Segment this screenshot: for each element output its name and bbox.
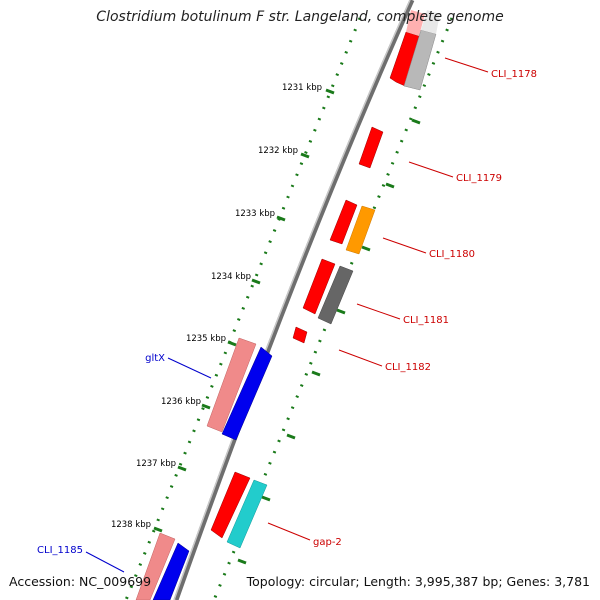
leader-CLI_1178 — [444, 57, 489, 73]
major-tick — [251, 278, 261, 285]
gene-label-gap-2[interactable]: gap-2 — [313, 537, 342, 548]
leader-gltX — [167, 357, 212, 379]
kbp-label: 1233 kbp — [235, 209, 275, 219]
leader-CLI_1185 — [85, 551, 125, 573]
kbp-label: 1237 kbp — [136, 459, 176, 469]
major-tick — [336, 308, 346, 315]
topology-text: Topology: circular; Length: 3,995,387 bp… — [246, 574, 590, 589]
kbp-major-ticks — [153, 88, 335, 533]
trna-gltX[interactable] — [221, 346, 273, 441]
cds-CLI_1179[interactable] — [358, 126, 384, 169]
major-tick — [227, 340, 237, 347]
genome-backbone-highlight — [173, 0, 411, 600]
orange-CLI_1180[interactable] — [345, 205, 376, 255]
genome-backbone — [173, 0, 415, 600]
kbp-label: 1236 kbp — [161, 397, 201, 407]
cds-gap-2[interactable] — [210, 471, 251, 539]
gray-CLI_1178[interactable] — [403, 29, 437, 91]
major-tick — [411, 118, 421, 125]
cyan-gap-2[interactable] — [226, 479, 268, 549]
major-tick — [385, 182, 395, 189]
leader-CLI_1179 — [408, 161, 454, 178]
rrna-CLI_1178-top — [406, 10, 425, 36]
outer-tick-track — [124, 17, 362, 600]
gene-label-gltX[interactable]: gltX — [145, 353, 165, 364]
kbp-label: 1238 kbp — [111, 520, 151, 530]
major-tick — [276, 215, 286, 222]
gene-label-CLI_1180[interactable]: CLI_1180 — [429, 249, 475, 260]
rrna-gltX[interactable] — [206, 337, 257, 433]
kbp-label: 1234 kbp — [211, 272, 251, 282]
trna-CLI_1185[interactable] — [152, 542, 190, 600]
gene-label-CLI_1185[interactable]: CLI_1185 — [37, 545, 83, 556]
inner-major-ticks — [237, 118, 421, 565]
gray-CLI_1178-top — [421, 10, 440, 34]
kbp-label: 1232 kbp — [258, 146, 298, 156]
major-tick — [325, 88, 335, 95]
major-tick — [237, 558, 247, 565]
accession-text: Accession: NC_009699 — [9, 574, 152, 589]
major-tick — [201, 403, 211, 410]
major-tick — [153, 526, 163, 533]
major-tick — [177, 465, 187, 472]
leader-CLI_1180 — [382, 237, 427, 254]
map-title: Clostridium botulinum F str. Langeland, … — [96, 9, 504, 25]
rrna-CLI_1185[interactable] — [135, 532, 176, 600]
label-leaders — [85, 57, 489, 573]
gene-label-CLI_1178[interactable]: CLI_1178 — [491, 69, 537, 80]
kbp-label: 1231 kbp — [282, 83, 322, 93]
cds-CLI_1181[interactable] — [302, 258, 336, 315]
leader-gap-2 — [267, 522, 311, 541]
gene-features — [135, 10, 440, 600]
gray-CLI_1181[interactable] — [317, 265, 354, 325]
leader-CLI_1181 — [356, 303, 401, 320]
major-tick — [300, 152, 310, 159]
leader-CLI_1182 — [338, 349, 383, 367]
cds-CLI_1182[interactable] — [292, 326, 308, 344]
major-tick — [261, 495, 271, 502]
major-tick — [311, 370, 321, 377]
cds-CLI_1180[interactable] — [329, 199, 358, 245]
kbp-label: 1235 kbp — [186, 334, 226, 344]
gene-label-CLI_1181[interactable]: CLI_1181 — [403, 315, 449, 326]
gene-label-CLI_1182[interactable]: CLI_1182 — [385, 362, 431, 373]
major-tick — [286, 433, 296, 440]
major-tick — [361, 245, 371, 252]
gene-label-CLI_1179[interactable]: CLI_1179 — [456, 173, 502, 184]
